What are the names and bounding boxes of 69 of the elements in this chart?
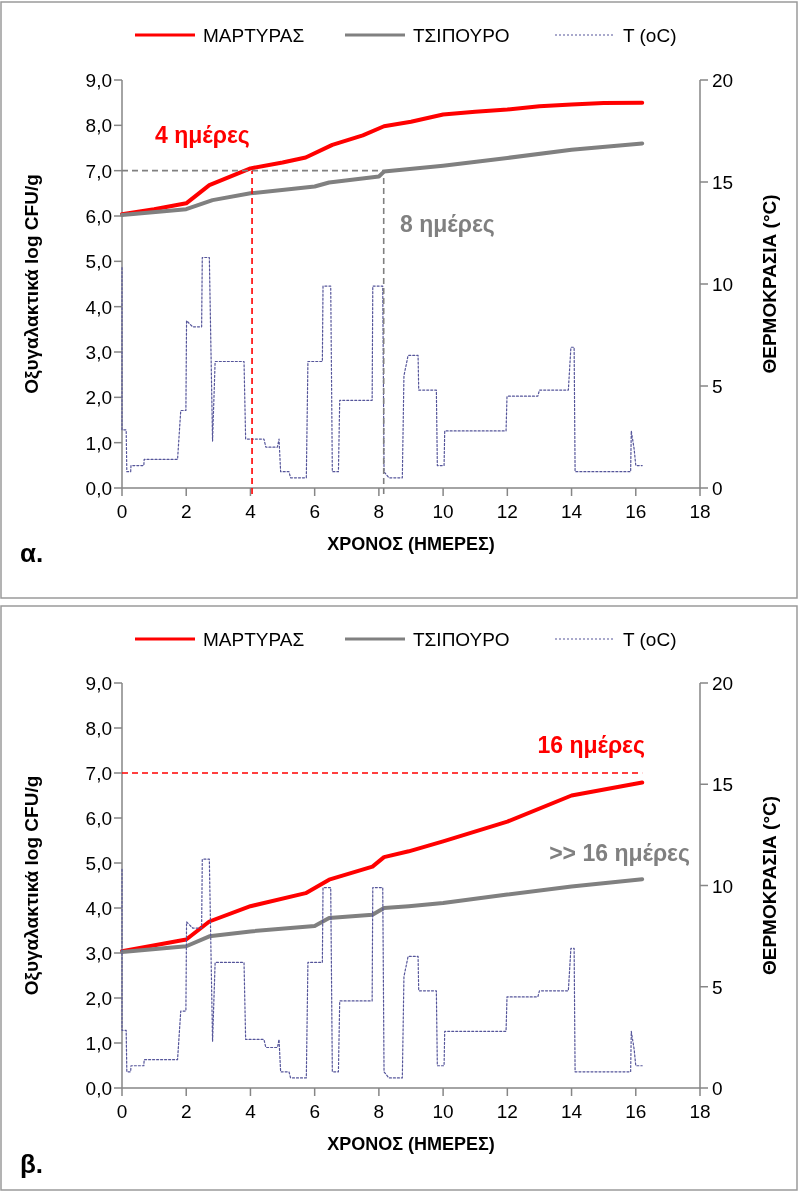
y-tick-label: 2,0 [85, 387, 112, 409]
y2-axis-title: ΘΕΡΜΟΚΡΑΣΙΑ (°C) [759, 194, 780, 374]
y-tick-label: 0,0 [85, 1078, 112, 1099]
y2-tick-label: 15 [712, 774, 734, 796]
y2-tick-label: 0 [712, 1078, 723, 1099]
y-tick-label: 1,0 [85, 432, 112, 454]
x-tick-label: 12 [496, 501, 518, 522]
y2-axis-title: ΘΕΡΜΟΚΡΑΣΙΑ (°C) [759, 795, 780, 976]
y-tick-label: 7,0 [85, 763, 112, 784]
x-tick-label: 8 [373, 1101, 385, 1122]
legend-label: ΤΣΙΠΟΥΡΟ [413, 629, 510, 650]
y-axis-title: Οξυγαλακτικά log CFU/g [21, 174, 43, 394]
y-tick-label: 7,0 [85, 160, 112, 182]
x-tick-label: 2 [180, 1101, 192, 1122]
y-tick-label: 3,0 [85, 342, 112, 363]
x-tick-label: 16 [625, 1101, 647, 1122]
legend-label: ΤΣΙΠΟΥΡΟ [413, 25, 510, 46]
y-tick-label: 4,0 [85, 898, 112, 919]
y2-tick-label: 20 [712, 70, 734, 91]
y-tick-label: 8,0 [85, 115, 112, 137]
x-axis-title: ΧΡΟΝΟΣ (ΗΜΕΡΕΣ) [327, 534, 495, 554]
y-tick-label: 9,0 [85, 70, 112, 91]
y-tick-label: 0,0 [85, 478, 112, 499]
legend-label: T (oC) [623, 629, 677, 650]
annotation: 16 ημέρες [537, 732, 646, 758]
text: α. [20, 538, 44, 568]
y-tick-label: 9,0 [85, 673, 112, 694]
x-tick-label: 14 [560, 501, 583, 522]
x-tick-label: 0 [116, 501, 128, 522]
legend-label: ΜΑΡΤΥΡΑΣ [203, 25, 305, 46]
y-tick-label: 2,0 [85, 988, 112, 1009]
x-tick-label: 12 [496, 1101, 518, 1122]
x-tick-label: 18 [689, 1101, 711, 1122]
x-tick-label: 4 [245, 501, 257, 522]
annotation: 4 ημέρες [155, 122, 250, 148]
y2-tick-label: 20 [712, 673, 734, 694]
x-tick-label: 0 [116, 1101, 128, 1122]
x-tick-label: 18 [689, 501, 711, 522]
y2-tick-label: 0 [712, 478, 723, 499]
x-axis-title: ΧΡΟΝΟΣ (ΗΜΕΡΕΣ) [327, 1134, 495, 1154]
y-tick-label: 1,0 [85, 1033, 112, 1054]
line-series [121, 256, 643, 479]
y-axis-title: Οξυγαλακτικά log CFU/g [21, 775, 43, 996]
x-tick-label: 6 [309, 1101, 320, 1122]
x-tick-label: 14 [560, 1101, 583, 1122]
legend-label: T (oC) [623, 25, 677, 46]
y-tick-label: 3,0 [85, 943, 112, 964]
y-tick-label: 6,0 [85, 206, 112, 227]
x-tick-label: 6 [309, 501, 320, 522]
x-tick-label: 4 [245, 1101, 257, 1122]
x-tick-label: 10 [432, 1101, 454, 1122]
y-tick-label: 6,0 [85, 808, 112, 829]
y-tick-label: 4,0 [85, 296, 112, 318]
y-tick-label: 8,0 [85, 718, 112, 739]
legend-label: ΜΑΡΤΥΡΑΣ [203, 629, 305, 650]
annotation: 8 ημέρες [400, 211, 495, 237]
text: β. [20, 1149, 44, 1179]
y2-tick-label: 5 [712, 376, 723, 397]
annotation: >> 16 ημέρες [549, 840, 691, 866]
y2-tick-label: 10 [712, 274, 734, 295]
y2-tick-label: 10 [712, 875, 734, 897]
x-tick-label: 16 [625, 501, 647, 522]
y-tick-label: 5,0 [85, 853, 112, 874]
y-tick-label: 5,0 [85, 251, 112, 273]
x-tick-label: 2 [180, 501, 192, 522]
y2-tick-label: 5 [712, 976, 723, 998]
y2-tick-label: 15 [712, 172, 734, 193]
x-tick-label: 8 [373, 501, 385, 522]
x-tick-label: 10 [432, 501, 454, 522]
